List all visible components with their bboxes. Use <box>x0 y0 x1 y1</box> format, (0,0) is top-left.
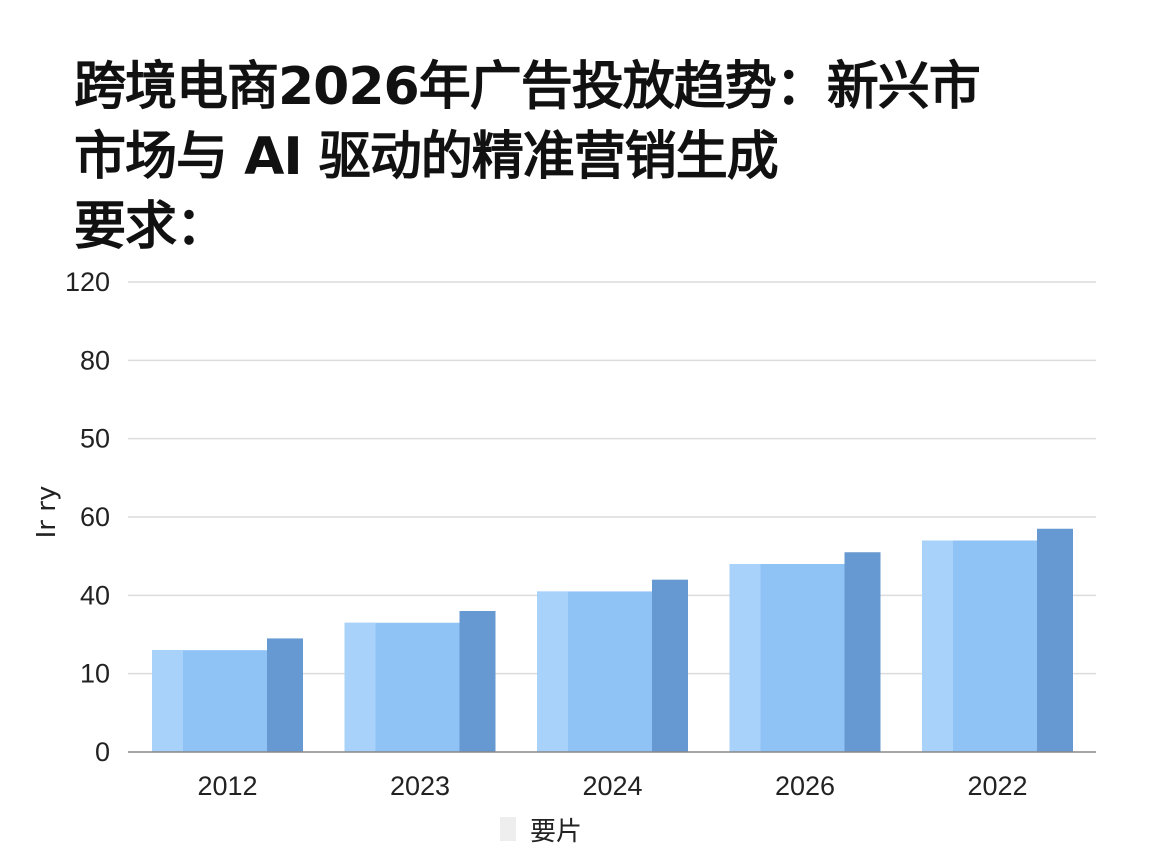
bar-series-2 <box>844 552 881 752</box>
chart-title-line-3: 要求： <box>74 197 228 257</box>
y-tick-label: 50 <box>80 424 110 454</box>
x-tick-labels: 2012 2023 2024 2026 2022 <box>197 771 1027 801</box>
x-axis-label: 要片 <box>530 817 582 847</box>
y-tick-label: 120 <box>65 267 110 297</box>
y-axis-label: Ir ry <box>32 486 62 539</box>
bar-series-1-highlight <box>537 591 568 752</box>
bar-series-1-highlight <box>729 564 761 752</box>
y-tick-labels: 0 10 40 60 50 80 120 <box>65 267 110 767</box>
x-axis-label-marker <box>500 817 516 841</box>
bar-series-1-highlight <box>344 622 376 752</box>
x-tick-label: 2026 <box>775 771 835 801</box>
y-tick-label: 10 <box>80 659 110 689</box>
x-tick-label: 2023 <box>390 771 450 801</box>
bar-group-2026 <box>729 552 881 752</box>
bar-series-1-highlight <box>922 540 953 752</box>
chart-title: 跨境电商2026年广告投放趋势：新兴市 市场与 AI 驱动的精准营销生成 要求： <box>74 52 1114 262</box>
bar-series-2 <box>267 638 303 752</box>
chart-title-line-1: 跨境电商2026年广告投放趋势：新兴市 <box>74 57 981 117</box>
x-tick-label: 2022 <box>967 771 1027 801</box>
y-tick-label: 60 <box>80 502 110 532</box>
bar-group-2022 <box>922 528 1073 752</box>
y-tick-label: 0 <box>95 737 110 767</box>
x-tick-label: 2024 <box>582 771 642 801</box>
y-tick-label: 80 <box>80 345 110 375</box>
bar-series-2 <box>652 579 688 752</box>
bar-group-2024 <box>537 579 688 752</box>
bar-group-2012 <box>152 638 303 752</box>
y-tick-label: 40 <box>80 580 110 610</box>
bars <box>152 528 1073 752</box>
chart-title-line-2: 市场与 AI 驱动的精准营销生成 <box>74 127 779 187</box>
bar-series-2 <box>1037 528 1073 752</box>
bar-group-2023 <box>344 611 496 752</box>
bar-series-1-highlight <box>152 650 183 752</box>
x-tick-label: 2012 <box>197 771 257 801</box>
bar-series-2 <box>459 611 496 752</box>
